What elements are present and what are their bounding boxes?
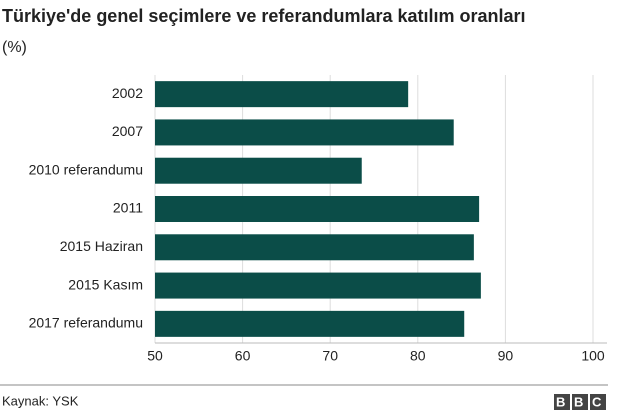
y-tick-label: 2011	[113, 200, 143, 216]
y-tick-label: 2010 referandumu	[29, 161, 143, 177]
bar	[155, 196, 480, 222]
y-tick-label: 2015 Haziran	[60, 238, 143, 254]
x-tick-label: 50	[147, 348, 163, 364]
bar	[155, 272, 481, 299]
logo-box	[572, 394, 588, 410]
x-tick-label: 100	[581, 348, 605, 364]
chart-subtitle: (%)	[2, 39, 27, 56]
logo-box	[554, 394, 570, 410]
logo-text: BBC	[556, 394, 610, 409]
logo-box	[590, 394, 606, 410]
source: Kaynak: YSK	[2, 393, 79, 408]
y-tick-label: 2017 referandumu	[29, 315, 143, 331]
chart-title: Türkiye'de genel seçimlere ve referandum…	[2, 6, 526, 26]
x-tick-label: 80	[410, 348, 426, 364]
bar	[155, 119, 454, 146]
bar	[155, 234, 474, 261]
y-tick-label: 2015 Kasım	[68, 276, 143, 292]
x-tick-label: 90	[498, 348, 514, 364]
y-tick-label: 2002	[112, 85, 143, 101]
bar	[155, 310, 465, 337]
bar	[155, 81, 409, 108]
logo: BBC	[554, 394, 610, 410]
x-tick-label: 70	[322, 348, 338, 364]
y-tick-label: 2007	[112, 123, 143, 139]
x-tick-label: 60	[235, 348, 251, 364]
bar	[155, 157, 362, 184]
